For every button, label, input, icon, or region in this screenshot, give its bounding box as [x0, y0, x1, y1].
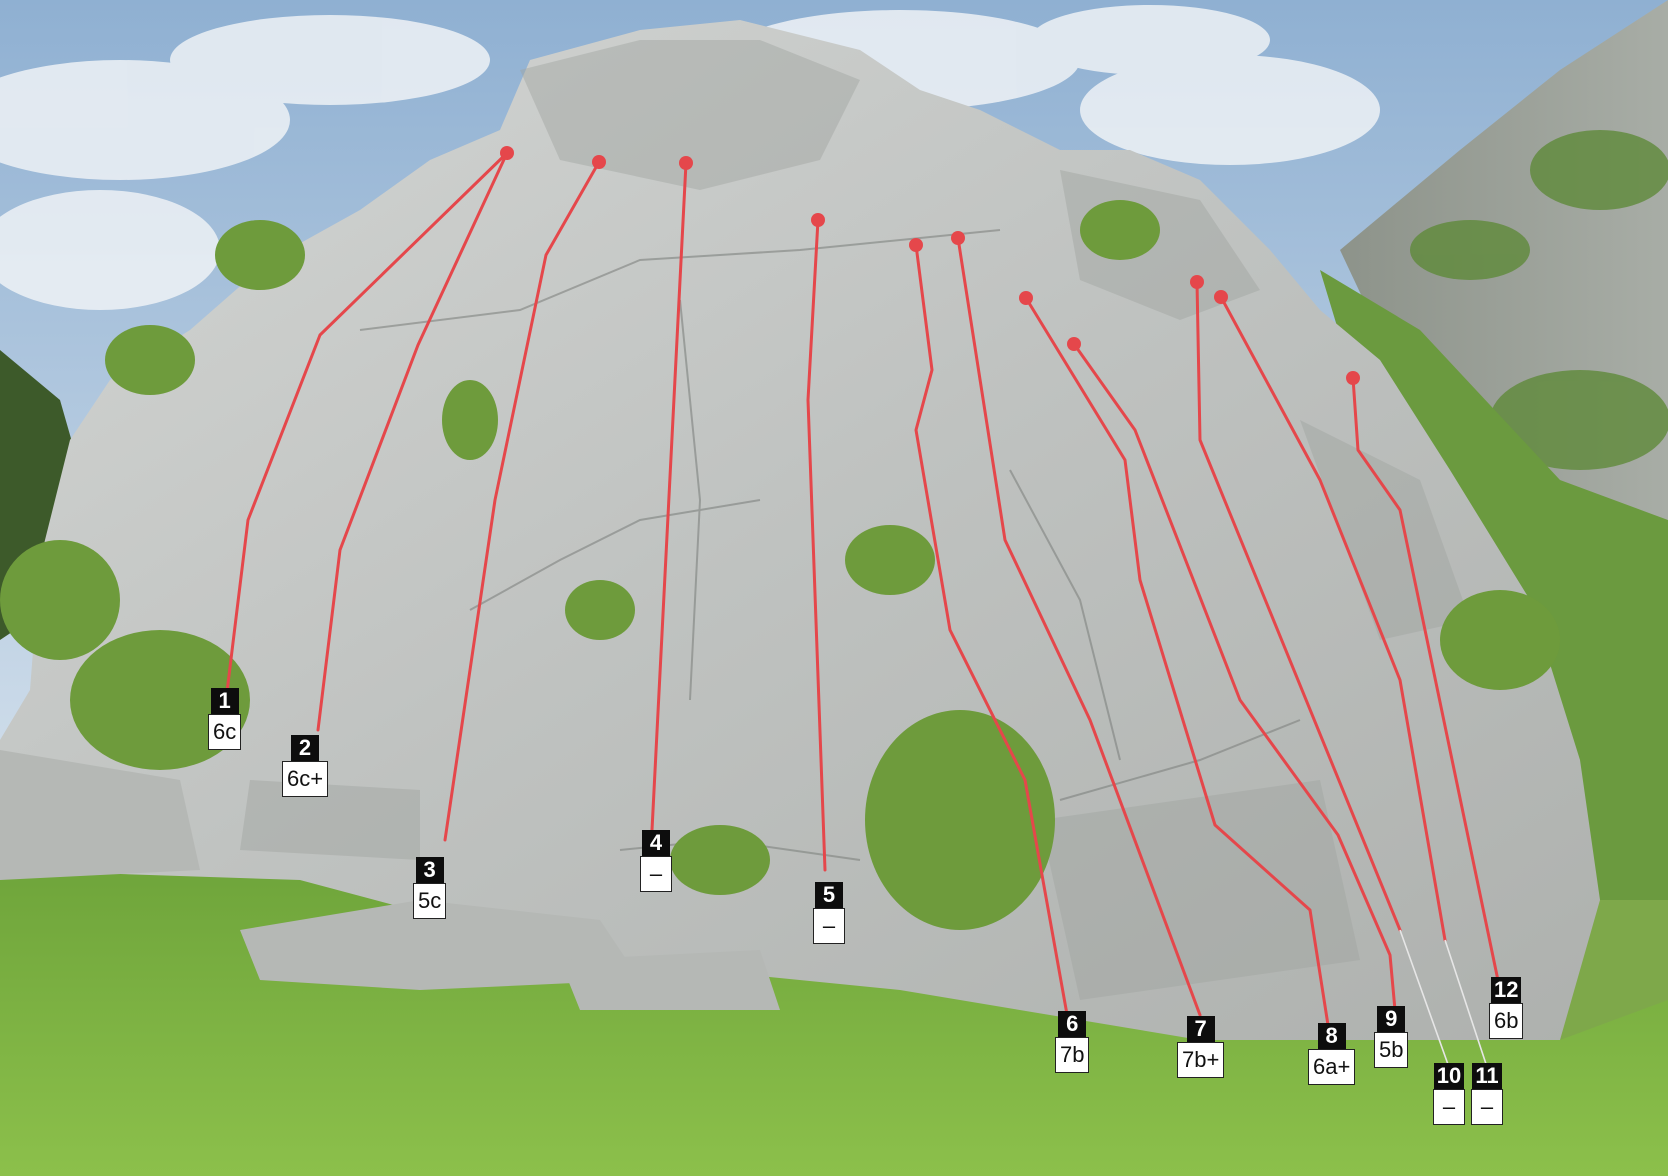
route-line-2: [316, 151, 509, 732]
anchor-7: [951, 231, 965, 245]
anchor-11: [1214, 290, 1228, 304]
route-grade: 6a+: [1308, 1049, 1356, 1085]
route-tag-8: 8 6a+: [1308, 1023, 1356, 1085]
route-grade: 7b+: [1177, 1042, 1225, 1078]
route-grade: –: [640, 856, 672, 892]
route-extension-11: [1444, 939, 1489, 1071]
route-grade: 5c: [413, 883, 447, 919]
route-grade: 6c: [208, 714, 242, 750]
route-tag-10: 10 –: [1433, 1063, 1465, 1125]
route-grade: –: [1471, 1089, 1503, 1125]
route-line-8: [1024, 296, 1330, 1027]
route-tag-6: 6 7b: [1055, 1011, 1090, 1073]
route-number: 4: [642, 830, 670, 856]
anchor-8: [1019, 291, 1033, 305]
route-number: 3: [415, 857, 444, 883]
anchor-1-2: [500, 146, 514, 160]
bushes: [0, 200, 1560, 930]
anchor-4: [679, 156, 693, 170]
route-line-9: [1072, 342, 1397, 1012]
route-grade: 6b: [1489, 1003, 1524, 1039]
route-line-4: [650, 161, 688, 832]
route-grade: 6c+: [282, 761, 329, 797]
route-tag-1: 1 6c: [208, 688, 242, 750]
route-line-3: [443, 160, 601, 842]
route-line-5: [806, 218, 827, 872]
route-number: 1: [210, 688, 239, 714]
background-cliff-vegetation: [1410, 130, 1668, 470]
route-tag-5: 5 –: [813, 882, 845, 944]
route-line-6: [914, 243, 1070, 1022]
route-number: 6: [1058, 1011, 1087, 1037]
route-line-10: [1195, 280, 1402, 932]
route-number: 9: [1377, 1006, 1406, 1032]
anchor-3: [592, 155, 606, 169]
route-tag-4: 4 –: [640, 830, 672, 892]
main-crag: [0, 20, 1600, 1040]
anchor-6: [909, 238, 923, 252]
route-tag-2: 2 6c+: [282, 735, 329, 797]
rock-shading: [240, 40, 1470, 1000]
route-line-1: [224, 151, 509, 702]
rock-cracks: [359, 229, 1301, 861]
route-tag-3: 3 5c: [413, 857, 447, 919]
anchor-9: [1067, 337, 1081, 351]
route-number: 10: [1433, 1063, 1465, 1089]
route-grade: 5b: [1374, 1032, 1409, 1068]
anchor-12: [1346, 371, 1360, 385]
route-lines: [224, 151, 1502, 1071]
route-number: 11: [1472, 1063, 1502, 1089]
route-extension-10: [1399, 929, 1451, 1071]
route-number: 2: [291, 735, 320, 761]
route-line-11: [1219, 295, 1447, 942]
route-tag-7: 7 7b+: [1177, 1016, 1225, 1078]
route-tag-12: 12 6b: [1489, 977, 1524, 1039]
route-number: 5: [815, 882, 843, 908]
route-number: 7: [1186, 1016, 1215, 1042]
clouds: [0, 5, 1380, 310]
anchor-5: [811, 213, 825, 227]
route-grade: 7b: [1055, 1037, 1090, 1073]
route-grade: –: [1433, 1089, 1465, 1125]
route-tag-9: 9 5b: [1374, 1006, 1409, 1068]
route-grade: –: [813, 908, 845, 944]
route-line-7: [956, 236, 1202, 1017]
route-tag-11: 11 –: [1471, 1063, 1503, 1125]
route-number: 12: [1491, 977, 1522, 1003]
route-anchors: [500, 146, 1360, 385]
boulders: [0, 750, 780, 1010]
route-number: 8: [1317, 1023, 1346, 1049]
route-line-12: [1351, 376, 1502, 992]
anchor-10: [1190, 275, 1204, 289]
